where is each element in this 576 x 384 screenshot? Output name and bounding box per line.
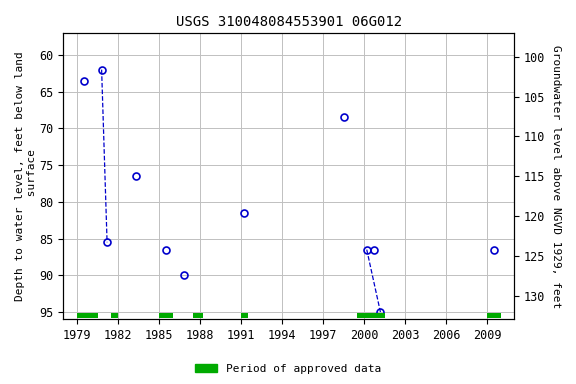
Legend: Period of approved data: Period of approved data	[191, 359, 385, 379]
Y-axis label: Groundwater level above NGVD 1929, feet: Groundwater level above NGVD 1929, feet	[551, 45, 561, 308]
Y-axis label: Depth to water level, feet below land
 surface: Depth to water level, feet below land su…	[15, 51, 37, 301]
Title: USGS 310048084553901 06G012: USGS 310048084553901 06G012	[176, 15, 402, 29]
